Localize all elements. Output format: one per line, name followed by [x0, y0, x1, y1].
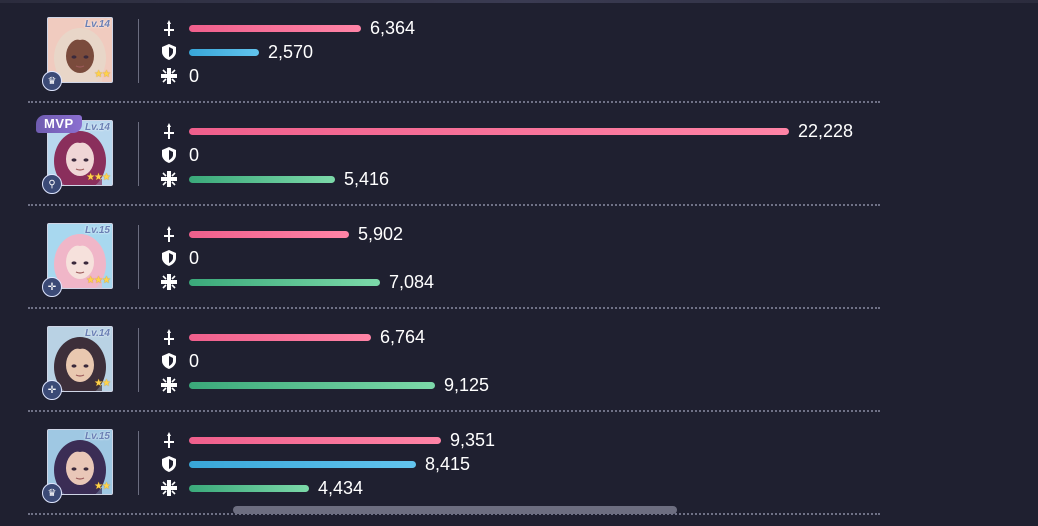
def-value: 0	[189, 144, 200, 165]
def-value: 8,415	[425, 453, 471, 474]
level-label: Lv.14	[84, 122, 110, 133]
shield-icon	[161, 147, 177, 163]
star-rating: ★★★	[86, 275, 111, 286]
stat-atk: 9,351	[161, 428, 495, 452]
cross-icon: ✛	[42, 380, 62, 400]
stat-atk: 5,902	[161, 222, 403, 246]
heal-bar	[189, 278, 380, 286]
stat-heal: 7,084	[161, 270, 434, 294]
row-divider	[28, 410, 880, 412]
character-art	[48, 224, 112, 288]
atk-bar	[189, 127, 789, 135]
atk-value: 9,351	[450, 429, 496, 450]
level-label: Lv.14	[84, 19, 110, 30]
level-label: Lv.15	[84, 225, 110, 236]
heal-bar	[189, 175, 335, 183]
atk-bar	[189, 24, 361, 32]
heal-icon	[161, 274, 177, 290]
level-label: Lv.15	[84, 431, 110, 442]
sword-icon	[161, 123, 177, 139]
column-separator	[138, 122, 139, 186]
character-portrait[interactable]: Lv.15 ★★	[47, 429, 113, 495]
heal-value: 9,125	[444, 374, 490, 395]
atk-bar	[189, 436, 441, 444]
heal-icon	[161, 377, 177, 393]
star-rating: ★★	[94, 69, 111, 80]
stat-heal: 0	[161, 64, 199, 88]
stat-heal: 4,434	[161, 476, 363, 500]
stat-def: 0	[161, 246, 199, 270]
top-edge	[0, 0, 1038, 3]
level-label: Lv.14	[84, 328, 110, 339]
def-bar	[189, 48, 259, 56]
row-divider	[28, 513, 880, 515]
def-value: 0	[189, 247, 200, 268]
shield-icon	[161, 250, 177, 266]
mvp-badge: MVP	[36, 115, 82, 133]
shield-icon	[161, 353, 177, 369]
character-row: MVP Lv.14 ★★★ ⚲ 22,228	[28, 103, 888, 206]
horizontal-scrollbar[interactable]	[233, 506, 677, 514]
shield-icon	[161, 456, 177, 472]
crown-icon: ♛	[42, 483, 62, 503]
column-separator	[138, 431, 139, 495]
def-bar	[189, 460, 416, 468]
star-rating: ★★	[94, 481, 111, 492]
atk-value: 6,364	[370, 17, 416, 38]
crown-icon: ♛	[42, 71, 62, 91]
stat-def: 0	[161, 349, 199, 373]
character-row: Lv.15 ★★ ♛ 9,351 8,415 4,434	[28, 412, 888, 515]
stat-def: 2,570	[161, 40, 313, 64]
heal-icon	[161, 480, 177, 496]
heal-value: 0	[189, 65, 200, 86]
heal-bar	[189, 484, 309, 492]
def-value: 2,570	[268, 41, 314, 62]
sword-icon	[161, 20, 177, 36]
stat-atk: 6,764	[161, 325, 425, 349]
stat-atk: 6,364	[161, 16, 415, 40]
atk-value: 6,764	[380, 326, 426, 347]
stat-def: 0	[161, 143, 199, 167]
battle-stats-list: Lv.14 ★★ ♛ 6,364 2,570 0 MVP	[28, 0, 888, 515]
stat-heal: 9,125	[161, 373, 489, 397]
spear-icon: ⚲	[42, 174, 62, 194]
star-rating: ★★	[94, 378, 111, 389]
column-separator	[138, 19, 139, 83]
heal-value: 7,084	[389, 271, 435, 292]
heal-bar	[189, 381, 435, 389]
def-value: 0	[189, 350, 200, 371]
atk-value: 5,902	[358, 223, 404, 244]
column-separator	[138, 328, 139, 392]
stat-heal: 5,416	[161, 167, 389, 191]
shield-icon	[161, 44, 177, 60]
star-rating: ★★★	[86, 172, 111, 183]
sword-icon	[161, 226, 177, 242]
row-divider	[28, 101, 880, 103]
character-portrait[interactable]: Lv.15 ★★★	[47, 223, 113, 289]
atk-bar	[189, 230, 349, 238]
row-divider	[28, 307, 880, 309]
heal-icon	[161, 171, 177, 187]
column-separator	[138, 225, 139, 289]
cross-icon: ✛	[42, 277, 62, 297]
stat-atk: 22,228	[161, 119, 853, 143]
heal-value: 4,434	[318, 477, 364, 498]
sword-icon	[161, 329, 177, 345]
atk-bar	[189, 333, 371, 341]
character-row: Lv.14 ★★ ♛ 6,364 2,570 0	[28, 0, 888, 103]
character-row: Lv.15 ★★★ ✛ 5,902 0 7,084	[28, 206, 888, 309]
atk-value: 22,228	[798, 120, 854, 141]
character-art	[48, 430, 112, 494]
sword-icon	[161, 432, 177, 448]
row-divider	[28, 204, 880, 206]
character-row: Lv.14 ★★ ✛ 6,764 0 9,125	[28, 309, 888, 412]
character-art	[48, 18, 112, 82]
stat-def: 8,415	[161, 452, 470, 476]
character-art	[48, 327, 112, 391]
heal-icon	[161, 68, 177, 84]
heal-value: 5,416	[344, 168, 390, 189]
